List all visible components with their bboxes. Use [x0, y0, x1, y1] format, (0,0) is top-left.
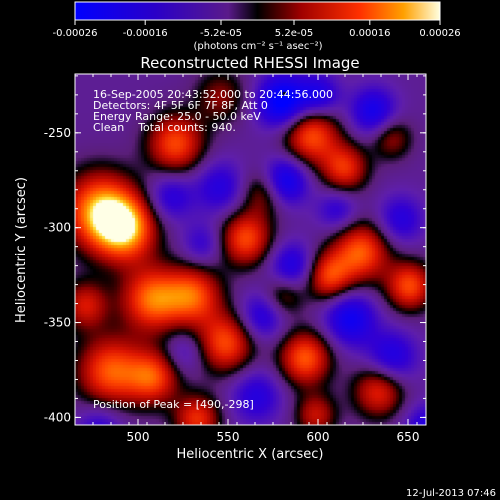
plot-frame [74, 73, 427, 426]
y-tick-label: -300 [44, 221, 71, 235]
colorbar-units: (photons cm⁻² s⁻¹ asec⁻²) [193, 41, 322, 52]
x-tick-label: 550 [217, 430, 240, 444]
colorbar-tick-label: 0.00026 [419, 28, 460, 39]
colorbar-tick-label: -0.00016 [123, 28, 168, 39]
axis-ticks: 500 550 600 650 -250 -300 -350 -400 [44, 74, 426, 444]
x-tick-label: 650 [397, 430, 420, 444]
annotation-detectors: Detectors: 4F 5F 6F 7F 8F, Att 0 [93, 99, 268, 112]
colorbar-tick-label: -0.00026 [53, 28, 98, 39]
annotation-energy: Energy Range: 25.0 - 50.0 keV [93, 110, 261, 123]
x-tick-label: 500 [127, 430, 150, 444]
colorbar-tick-label: 0.00016 [349, 28, 390, 39]
y-tick-label: -400 [44, 410, 71, 424]
heatmap-image [75, 74, 426, 425]
annotation-counts: Clean Total counts: 940. [93, 121, 236, 134]
colorbar-tick-label: 5.2e-05 [275, 28, 313, 39]
colorbar-tick-label: -5.2e-05 [200, 28, 242, 39]
footer-timestamp: 12-Jul-2013 07:46 [406, 488, 496, 499]
y-axis-label: Heliocentric Y (arcsec) [14, 177, 29, 323]
chart-title: Reconstructed RHESSI Image [140, 54, 359, 72]
annotation-block: 16-Sep-2005 20:43:52.000 to 20:44:56.000… [93, 88, 333, 134]
x-tick-label: 600 [307, 430, 330, 444]
colorbar-ticks: -0.00026 -0.00016 -5.2e-05 5.2e-05 0.00016 0.… [53, 20, 461, 39]
colorbar [74, 1, 441, 21]
y-tick-label: -350 [44, 316, 71, 330]
y-tick-label: -250 [44, 126, 71, 140]
annotation-time: 16-Sep-2005 20:43:52.000 to 20:44:56.000 [93, 88, 333, 101]
peak-position-label: Position of Peak = [490,-298] [93, 398, 254, 411]
x-axis-label: Heliocentric X (arcsec) [177, 447, 324, 462]
